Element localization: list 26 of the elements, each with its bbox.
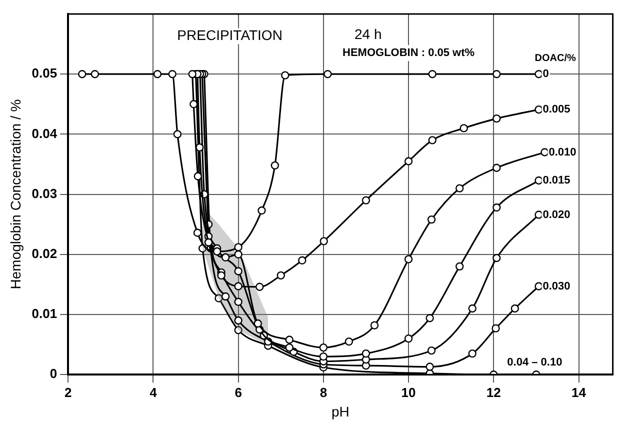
series-label: 0.005	[542, 104, 570, 116]
y-tick-label: 0.01	[32, 306, 58, 322]
series-label: 0.04 – 0.10	[507, 356, 562, 369]
y-axis-title: Hemoglobin Concentration / %	[7, 99, 24, 290]
series-label: 0	[542, 68, 549, 80]
x-tick-label: 14	[572, 384, 587, 400]
annotation: HEMOGLOBIN : 0.05 wt%	[342, 47, 475, 60]
y-tick-label: 0	[50, 366, 58, 382]
series-label: 0.010	[548, 146, 576, 158]
series-label: 0.020	[542, 208, 570, 221]
x-tick-label: 12	[486, 384, 501, 400]
x-tick-label: 10	[401, 384, 416, 400]
series-label: 0.030	[542, 280, 570, 292]
annotation: PRECIPITATION	[177, 27, 282, 44]
x-tick-label: 6	[234, 384, 242, 400]
legend-title: DOAC/%	[534, 52, 576, 64]
x-tick-label: 8	[320, 384, 328, 400]
y-tick-label: 0.04	[32, 126, 58, 141]
x-tick-label: 4	[150, 384, 158, 400]
x-tick-label: 2	[64, 384, 72, 400]
y-tick-label: 0.05	[32, 66, 58, 81]
y-tick-label: 0.03	[32, 186, 58, 201]
y-tick-label: 0.02	[32, 246, 58, 261]
annotation: 24 h	[354, 26, 382, 42]
x-axis-title: pH	[332, 403, 350, 420]
series-label: 0.015	[542, 174, 570, 187]
